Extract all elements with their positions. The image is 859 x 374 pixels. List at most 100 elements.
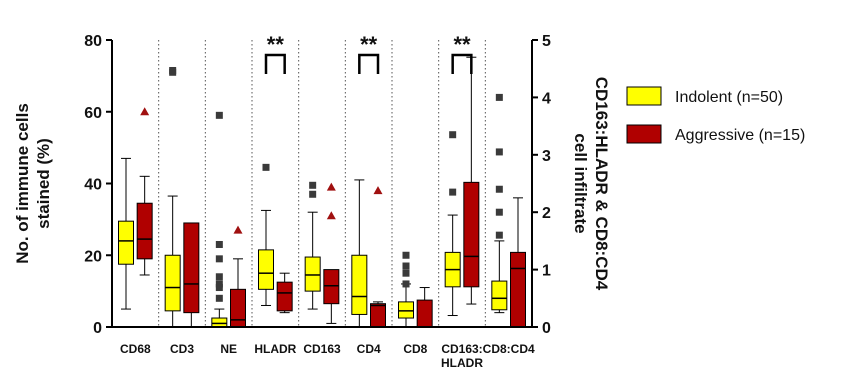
bracket-line bbox=[264, 53, 286, 74]
legend-swatch bbox=[626, 124, 662, 144]
box-groups bbox=[118, 56, 526, 328]
y-axis-left-title-line2: stained (%) bbox=[34, 138, 53, 229]
outlier-point bbox=[495, 185, 503, 193]
box-indolent-8 bbox=[444, 131, 461, 317]
box-aggressive-7 bbox=[416, 287, 433, 328]
category-label: HLADR bbox=[441, 356, 483, 370]
box-iqr bbox=[351, 254, 368, 315]
box-iqr bbox=[510, 251, 526, 328]
box-iqr bbox=[136, 202, 153, 260]
box-iqr bbox=[230, 288, 246, 328]
box-iqr bbox=[416, 299, 433, 328]
legend-swatch bbox=[626, 86, 662, 106]
box-aggressive-4 bbox=[276, 272, 293, 314]
box-iqr bbox=[398, 301, 414, 319]
outlier-point bbox=[495, 208, 503, 216]
right-tick-label: 4 bbox=[542, 90, 551, 107]
significance-markers: ** ** ** bbox=[264, 32, 473, 74]
box-indolent-1 bbox=[118, 157, 134, 310]
legend-label: Aggressive (n=15) bbox=[675, 127, 805, 144]
box-iqr bbox=[118, 220, 134, 265]
left-tick-label: 40 bbox=[84, 177, 102, 194]
outlier-point bbox=[326, 211, 336, 220]
box-iqr bbox=[323, 269, 340, 305]
significance-label: ** bbox=[453, 32, 471, 57]
box-iqr bbox=[463, 181, 480, 288]
legend-item-aggressive: Aggressive (n=15) bbox=[626, 124, 805, 144]
category-label: HLADR bbox=[254, 342, 296, 356]
significance-label: ** bbox=[360, 32, 378, 57]
right-tick-label: 0 bbox=[542, 320, 551, 337]
outlier-point bbox=[140, 107, 150, 116]
outlier-point bbox=[215, 240, 223, 248]
outlier-point bbox=[402, 262, 410, 270]
category-label: CD163 bbox=[303, 342, 341, 356]
outlier-point bbox=[373, 186, 383, 195]
left-tick-label: 60 bbox=[84, 105, 102, 122]
left-tick-label: 0 bbox=[93, 320, 102, 337]
box-indolent-5 bbox=[304, 181, 321, 310]
outlier-point bbox=[215, 255, 223, 263]
outlier-point bbox=[215, 280, 223, 288]
left-tick-label: 80 bbox=[84, 33, 102, 50]
box-indolent-3 bbox=[211, 111, 228, 328]
left-tick-label: 20 bbox=[84, 248, 102, 265]
outlier-point bbox=[495, 93, 503, 101]
outlier-point bbox=[215, 273, 223, 281]
outlier-point bbox=[215, 284, 223, 292]
box-aggressive-2 bbox=[183, 222, 200, 328]
category-label: CD68 bbox=[120, 342, 151, 356]
box-indolent-9 bbox=[491, 93, 508, 314]
outlier-point bbox=[495, 148, 503, 156]
box-iqr bbox=[211, 317, 228, 328]
outlier-point bbox=[326, 182, 336, 191]
bracket-line bbox=[358, 53, 380, 74]
outlier-point bbox=[309, 181, 317, 189]
significance-bracket: ** bbox=[358, 32, 380, 74]
category-dividers bbox=[158, 40, 486, 327]
category-label: CD163: bbox=[441, 342, 482, 356]
y-axis-left-title-line1: No. of immune cells bbox=[13, 103, 32, 264]
significance-label: ** bbox=[267, 32, 285, 57]
outlier-point bbox=[309, 190, 317, 198]
axes: 0 20 40 60 80 0 1 2 3 4 5 CD68 CD3 NE HLADR CD163 CD4 CD8… bbox=[13, 33, 611, 370]
outlier-point bbox=[169, 66, 177, 74]
outlier-point bbox=[262, 163, 270, 171]
outlier-point bbox=[495, 231, 503, 239]
box-indolent-6 bbox=[351, 179, 368, 328]
box-aggressive-3 bbox=[230, 225, 246, 328]
box-iqr bbox=[370, 303, 386, 328]
box-aggressive-6 bbox=[370, 186, 386, 328]
outlier-point bbox=[449, 131, 457, 139]
right-tick-label: 2 bbox=[542, 205, 551, 222]
right-tick-label: 1 bbox=[542, 263, 551, 280]
legend: Indolent (n=50) Aggressive (n=15) bbox=[626, 86, 805, 144]
category-label: CD4 bbox=[357, 342, 381, 356]
category-label: CD8:CD4 bbox=[483, 342, 535, 356]
box-aggressive-9 bbox=[510, 197, 526, 328]
box-iqr bbox=[304, 256, 321, 292]
outlier-point bbox=[233, 225, 243, 234]
box-indolent-7 bbox=[398, 251, 414, 328]
category-label: CD3 bbox=[170, 342, 194, 356]
box-iqr bbox=[258, 249, 274, 290]
box-aggressive-1 bbox=[136, 107, 153, 276]
significance-bracket: ** bbox=[264, 32, 286, 74]
right-tick-label: 3 bbox=[542, 148, 551, 165]
legend-label: Indolent (n=50) bbox=[675, 89, 783, 106]
box-iqr bbox=[491, 280, 508, 311]
box-iqr bbox=[164, 254, 181, 312]
box-iqr bbox=[276, 281, 293, 312]
legend-item-indolent: Indolent (n=50) bbox=[626, 86, 783, 106]
bracket-line bbox=[451, 53, 473, 74]
outlier-point bbox=[402, 280, 410, 288]
box-aggressive-8 bbox=[463, 56, 480, 305]
box-indolent-4 bbox=[258, 163, 274, 306]
outlier-point bbox=[449, 188, 457, 196]
outlier-point bbox=[402, 269, 410, 277]
right-tick-label: 5 bbox=[542, 33, 551, 50]
significance-bracket: ** bbox=[451, 32, 473, 74]
box-indolent-2 bbox=[164, 66, 181, 328]
box-aggressive-5 bbox=[323, 182, 340, 324]
